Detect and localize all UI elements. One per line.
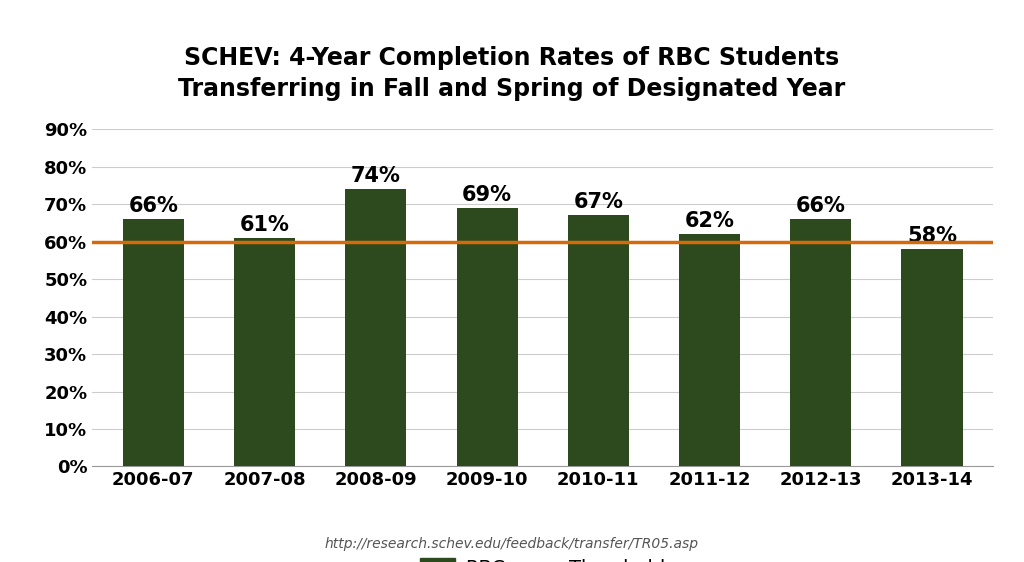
Bar bbox=[345, 189, 407, 466]
Bar bbox=[123, 219, 184, 466]
Text: SCHEV: 4-Year Completion Rates of RBC Students
Transferring in Fall and Spring o: SCHEV: 4-Year Completion Rates of RBC St… bbox=[178, 46, 846, 101]
Text: 67%: 67% bbox=[573, 192, 624, 212]
Text: 69%: 69% bbox=[462, 185, 512, 205]
Text: 62%: 62% bbox=[685, 211, 734, 231]
Bar bbox=[234, 238, 295, 466]
Bar bbox=[901, 249, 963, 466]
Text: 58%: 58% bbox=[907, 226, 957, 246]
Text: 66%: 66% bbox=[796, 196, 846, 216]
Bar bbox=[791, 219, 851, 466]
Text: 74%: 74% bbox=[351, 166, 400, 186]
Bar bbox=[679, 234, 740, 466]
Text: http://research.schev.edu/feedback/transfer/TR05.asp: http://research.schev.edu/feedback/trans… bbox=[325, 537, 699, 551]
Text: 61%: 61% bbox=[240, 215, 290, 235]
Text: 66%: 66% bbox=[128, 196, 178, 216]
Bar bbox=[457, 208, 518, 466]
Bar bbox=[567, 215, 629, 466]
Legend: RBC, Threshold: RBC, Threshold bbox=[413, 550, 673, 562]
